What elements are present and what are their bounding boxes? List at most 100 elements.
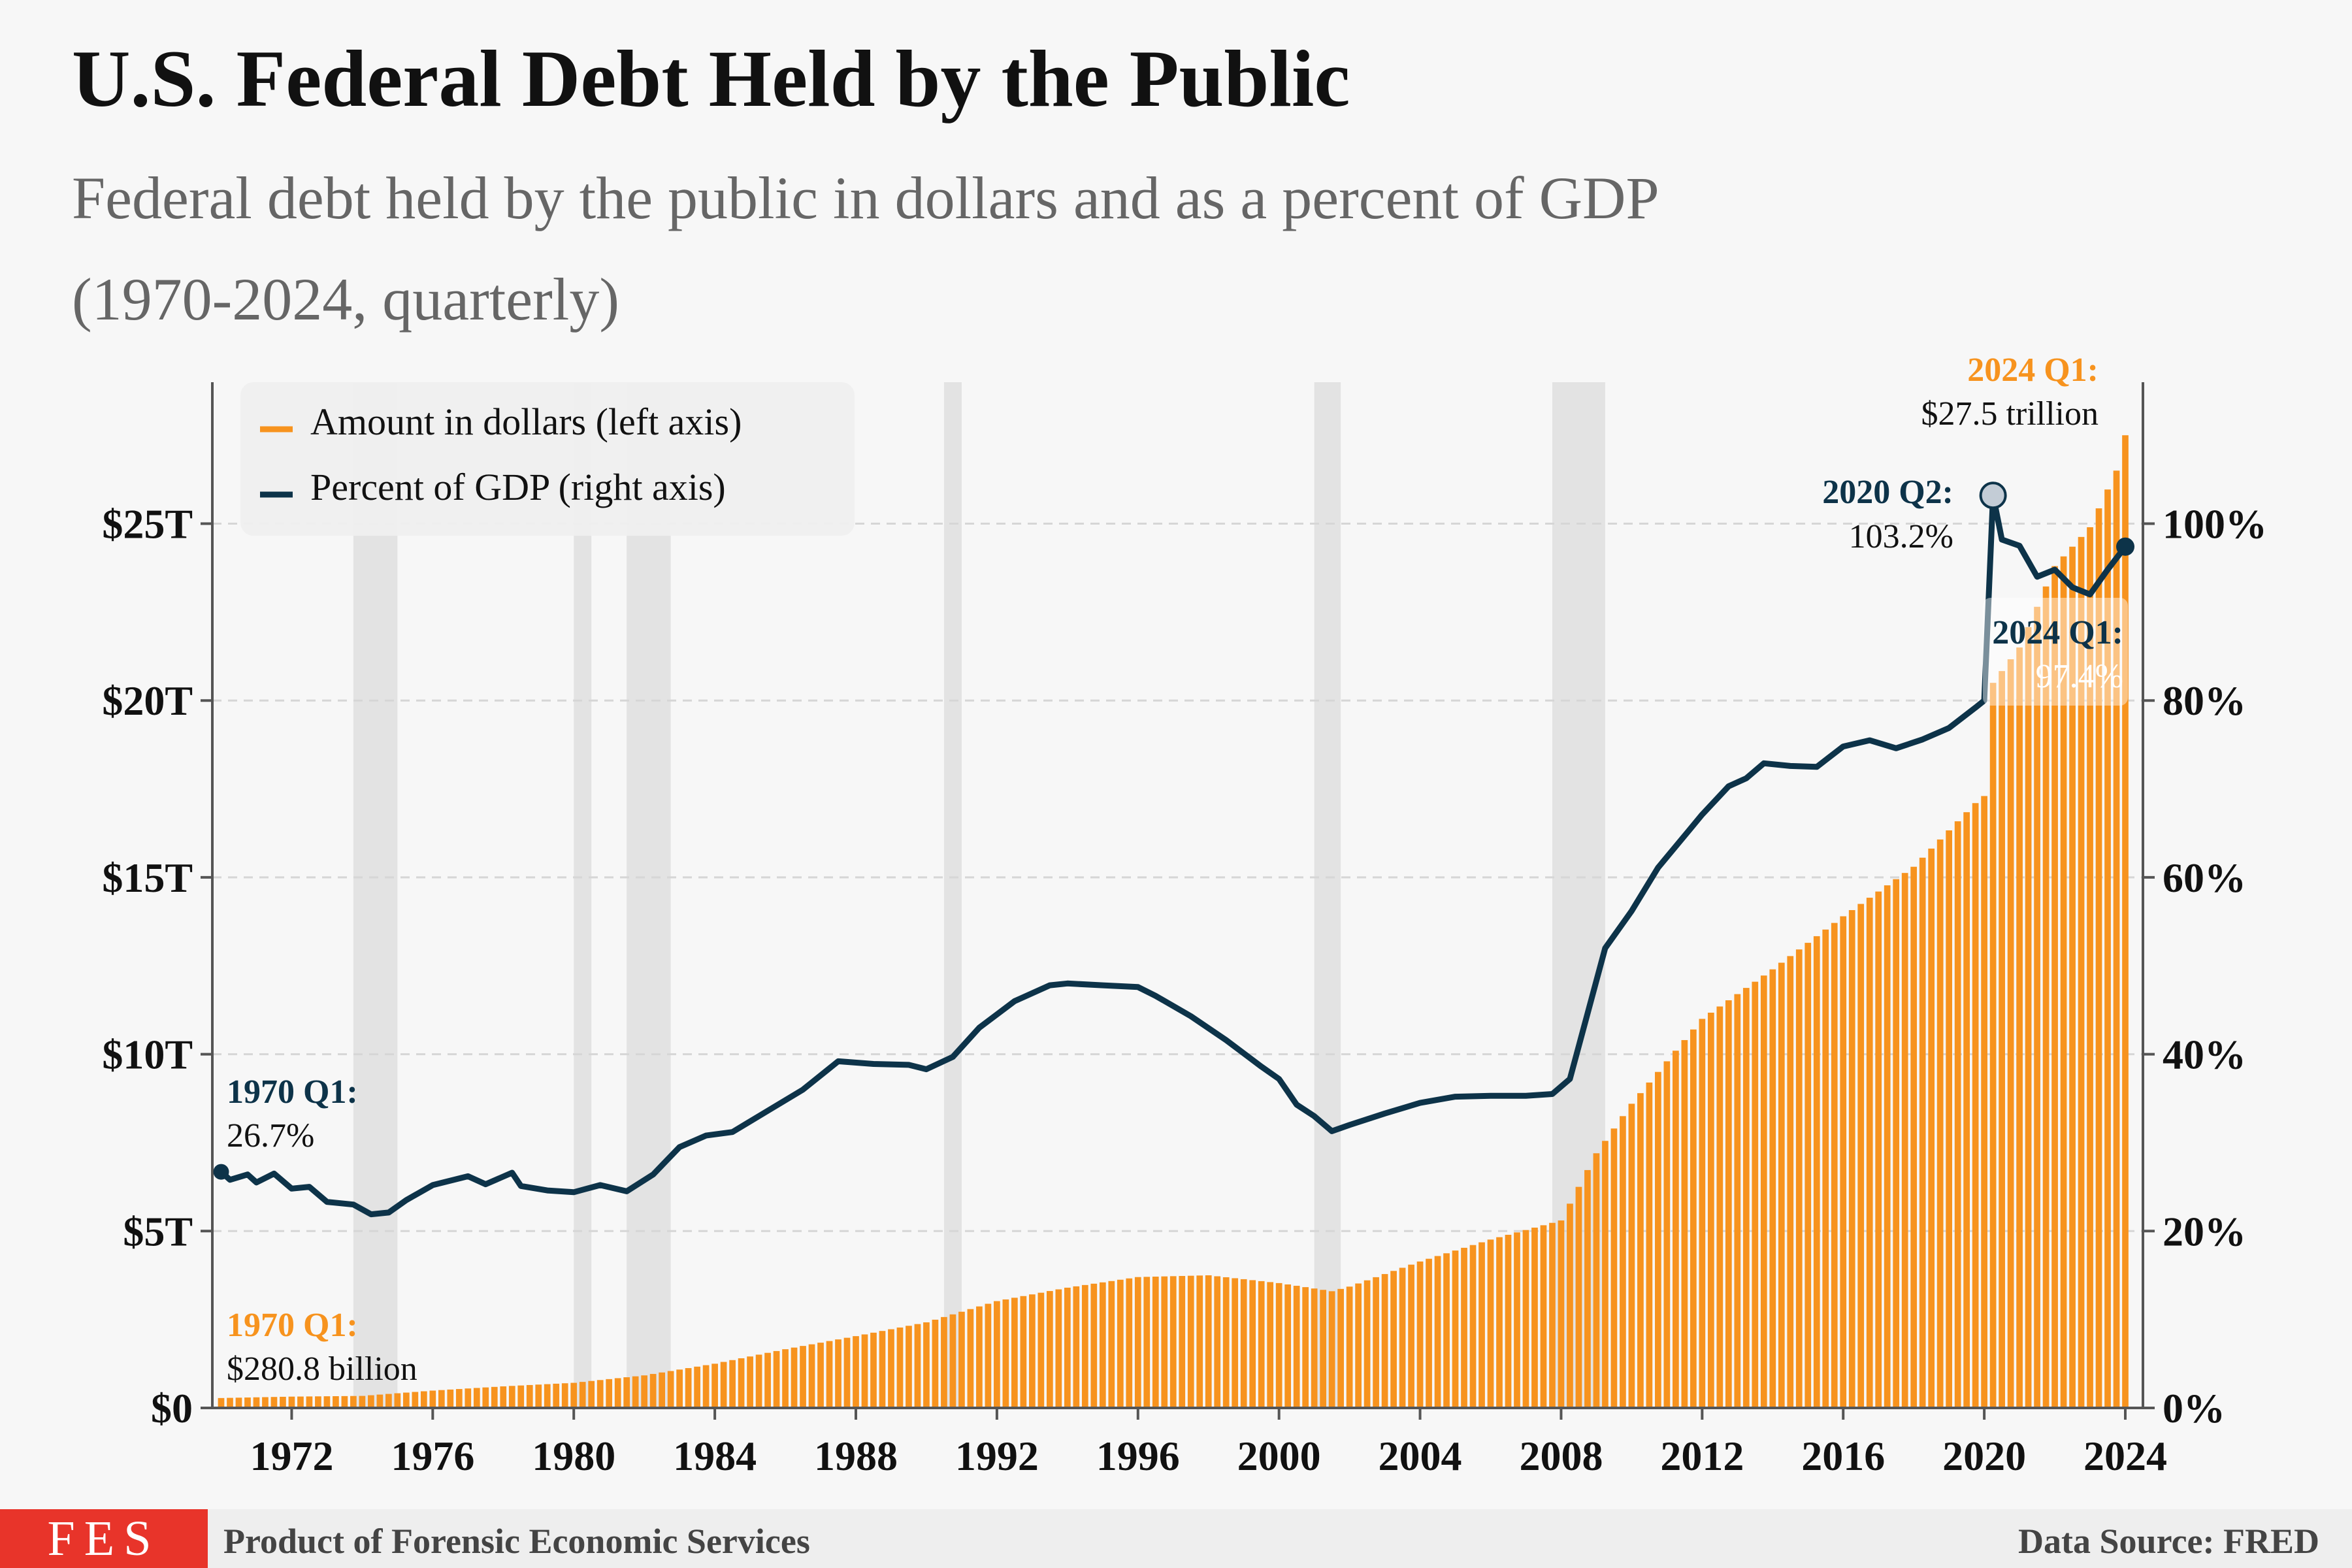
debt-bar [2042,586,2050,1409]
debt-bar [1699,1019,1706,1408]
annotation-value: 26.7% [227,1117,314,1154]
debt-bar [1108,1281,1115,1408]
debt-bar [641,1375,648,1408]
annotation-title: 1970 Q1: [227,1307,358,1344]
debt-bar [1707,1013,1714,1408]
debt-bar [2078,536,2085,1408]
debt-bar [1999,671,2005,1408]
debt-bar [323,1396,331,1408]
debt-bar [1099,1282,1106,1408]
debt-bar [2069,546,2076,1408]
debt-bar [1840,916,1847,1408]
debt-bar [1232,1278,1239,1408]
debt-bar [1346,1286,1353,1408]
debt-bar [385,1394,392,1408]
debt-bar [1655,1071,1661,1408]
chart-subtitle: Federal debt held by the public in dolla… [72,165,1659,231]
debt-bar [376,1394,384,1408]
debt-bar [438,1390,445,1408]
debt-bar [1090,1283,1098,1408]
debt-bar [579,1382,586,1408]
debt-bar [1073,1286,1080,1408]
debt-bar [1628,1103,1635,1408]
x-tick-label: 1988 [814,1433,898,1479]
debt-bar [1901,873,1908,1408]
debt-bar [632,1376,639,1408]
debt-bar [1981,796,1987,1408]
annotation-title: 2024 Q1: [1967,351,2099,389]
footer-credit: Product of Forensic Economic Services [223,1522,810,1561]
recession-band [943,382,962,1408]
debt-bar [429,1390,436,1408]
debt-bar [1267,1282,1274,1408]
annotation-title: 2020 Q2: [1822,474,1953,511]
debt-bar [1637,1093,1644,1408]
debt-bar [738,1358,745,1408]
annotation-title: 1970 Q1: [227,1073,358,1111]
debt-bar [270,1397,278,1408]
debt-bar [2051,566,2058,1408]
recession-band [1314,382,1341,1408]
debt-bar [2095,508,2102,1408]
debt-bar [659,1372,666,1408]
debt-bar [1954,821,1961,1408]
x-tick-label: 1996 [1096,1433,1180,1479]
right-tick-label: 20% [2163,1208,2246,1254]
debt-bar [800,1346,806,1408]
debt-bar [702,1365,710,1408]
debt-bar [1866,898,1873,1408]
debt-bar [491,1386,498,1408]
debt-bar [553,1383,560,1408]
debt-bar [1620,1116,1626,1408]
debt-bar [235,1397,242,1408]
debt-bar [244,1397,251,1408]
debt-bar [447,1389,454,1408]
debt-bar [1646,1082,1653,1408]
debt-bar [1434,1256,1441,1408]
debt-bar [1478,1242,1485,1408]
debt-bar [508,1386,515,1408]
debt-bar [1408,1264,1414,1408]
debt-bar [720,1362,727,1408]
debt-bar [1928,848,1935,1408]
debt-bar [826,1341,833,1408]
debt-bar [596,1380,604,1408]
right-tick-label: 60% [2163,855,2246,901]
debt-bar [976,1306,983,1408]
debt-bar [2034,606,2040,1408]
annotation-value: 103.2% [1849,518,1953,555]
debt-bar [888,1329,894,1408]
debt-bar [764,1352,771,1408]
debt-bar [402,1392,410,1408]
debt-bar [588,1380,595,1408]
debt-bar [1399,1267,1406,1408]
debt-bar [1567,1203,1573,1408]
debt-bar [1126,1278,1133,1408]
debt-bar [1963,812,1970,1408]
debt-bar [932,1319,939,1408]
debt-bar [1514,1232,1520,1408]
debt-bar [1769,969,1776,1408]
debt-bar [544,1384,551,1408]
x-tick-label: 1972 [250,1433,333,1479]
right-tick-label: 100% [2163,501,2267,547]
debt-bar [482,1387,489,1408]
debt-bar [350,1396,357,1408]
debt-bar [1284,1284,1292,1408]
debt-bar [1196,1275,1203,1408]
debt-bar [1822,929,1829,1408]
debt-bar [1972,803,1979,1408]
debt-bar [2025,627,2032,1408]
debt-bar [1936,839,1944,1408]
debt-bar [1390,1271,1397,1408]
debt-bar [1857,904,1865,1408]
debt-chart: $0 $5T $10T $15T $20T $25T 0% 20% 40% 60% 80% 100% 1… [102,351,2267,1479]
debt-bar [1152,1277,1159,1408]
debt-bar [808,1344,815,1408]
bar-series [218,435,2129,1409]
debt-bar [994,1301,1000,1408]
debt-bar [773,1350,780,1408]
debt-bar [1002,1299,1009,1408]
debt-bar [1787,956,1794,1408]
debt-bar [791,1347,798,1408]
